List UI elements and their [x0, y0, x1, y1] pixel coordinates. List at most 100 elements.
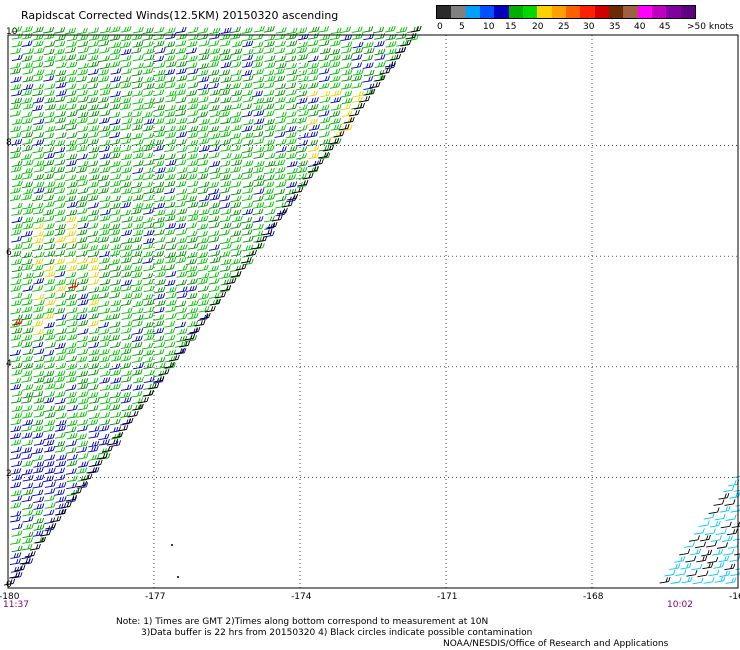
wind-barb [153, 250, 165, 258]
wind-barb [703, 512, 715, 520]
wind-barb [32, 363, 44, 370]
wind-barb [208, 104, 220, 112]
wind-barb [296, 160, 308, 167]
wind-barb [54, 376, 66, 383]
wind-barb [333, 130, 345, 138]
wind-barb [54, 26, 66, 34]
wind-barb [21, 405, 33, 412]
wind-barb [143, 306, 155, 314]
wind-barb [32, 26, 44, 34]
wind-barb [87, 369, 99, 376]
wind-barb [341, 75, 353, 82]
wind-barb [121, 90, 133, 98]
wind-barb [11, 327, 23, 335]
wind-barb [66, 314, 78, 321]
legend-swatch [522, 6, 538, 18]
wind-barb [66, 110, 78, 118]
wind-barb [54, 446, 66, 453]
wind-barb [120, 342, 132, 349]
wind-barb [264, 193, 276, 201]
wind-barb [44, 83, 56, 90]
wind-barb [22, 439, 34, 447]
wind-barb [98, 187, 110, 194]
wind-barb [32, 419, 44, 426]
wind-barb [209, 208, 221, 216]
wind-barb [220, 138, 232, 146]
wind-barb [186, 230, 198, 238]
wind-barb [65, 216, 77, 223]
wind-barb [21, 117, 33, 125]
wind-barb [230, 270, 242, 278]
wind-barb [132, 202, 144, 210]
wind-barb [98, 285, 110, 293]
wind-barb [120, 160, 132, 167]
wind-barb [65, 376, 77, 383]
wind-barb [175, 153, 187, 160]
wind-barb [65, 159, 77, 167]
wind-barb [109, 118, 121, 126]
wind-barb [110, 195, 122, 203]
wind-barb [220, 284, 232, 292]
wind-barb [174, 82, 186, 90]
wind-barb [77, 440, 89, 448]
wind-barb [253, 118, 265, 125]
wind-barb [164, 82, 176, 89]
wind-barb [77, 34, 89, 42]
wind-barb [341, 110, 353, 118]
wind-barb [153, 195, 165, 203]
wind-barb [187, 312, 199, 320]
wind-barb [285, 125, 297, 133]
wind-barb [308, 124, 320, 131]
wind-barb [43, 146, 55, 154]
wind-barb [99, 209, 111, 216]
wind-barb [98, 300, 110, 308]
wind-barb [669, 563, 681, 571]
wind-barb [153, 173, 165, 181]
wind-barb [187, 125, 199, 133]
wind-barb [330, 89, 342, 97]
wind-barb [242, 187, 254, 194]
wind-barb [153, 89, 165, 97]
wind-barb [43, 230, 55, 237]
wind-barb [275, 138, 287, 146]
wind-barb [99, 195, 111, 203]
wind-barb [21, 293, 33, 300]
wind-barb [88, 271, 100, 279]
wind-barb [142, 90, 154, 97]
wind-barb [10, 552, 22, 559]
wind-barb [43, 390, 55, 398]
wind-barb [208, 292, 220, 299]
wind-barb [186, 292, 198, 300]
wind-barb [176, 146, 188, 153]
wind-barb [229, 32, 241, 40]
wind-barb [98, 348, 110, 356]
wind-barb [369, 81, 381, 89]
wind-barb [286, 167, 298, 175]
wind-barb [33, 496, 45, 503]
wind-barb [66, 412, 78, 419]
wind-barb [43, 187, 55, 194]
wind-barb [11, 314, 23, 321]
wind-barb [66, 181, 78, 188]
wind-barb [120, 376, 132, 383]
wind-barb [231, 138, 243, 146]
wind-barb [319, 123, 331, 131]
wind-barb [714, 576, 726, 583]
wind-barb [153, 375, 165, 383]
wind-barb [710, 535, 722, 542]
wind-barb [197, 27, 209, 34]
wind-barb [55, 460, 67, 468]
wind-barb [121, 279, 133, 287]
wind-barb [99, 139, 111, 147]
wind-barb [263, 145, 275, 153]
wind-barb [285, 89, 297, 96]
wind-barb [143, 328, 155, 336]
wind-barb [230, 244, 242, 251]
wind-barb [351, 54, 363, 61]
wind-barb [153, 26, 165, 34]
wind-barb [120, 256, 132, 264]
wind-barb [32, 194, 44, 202]
wind-barb [692, 577, 704, 585]
wind-barb [32, 264, 44, 272]
wind-barb [706, 540, 718, 548]
